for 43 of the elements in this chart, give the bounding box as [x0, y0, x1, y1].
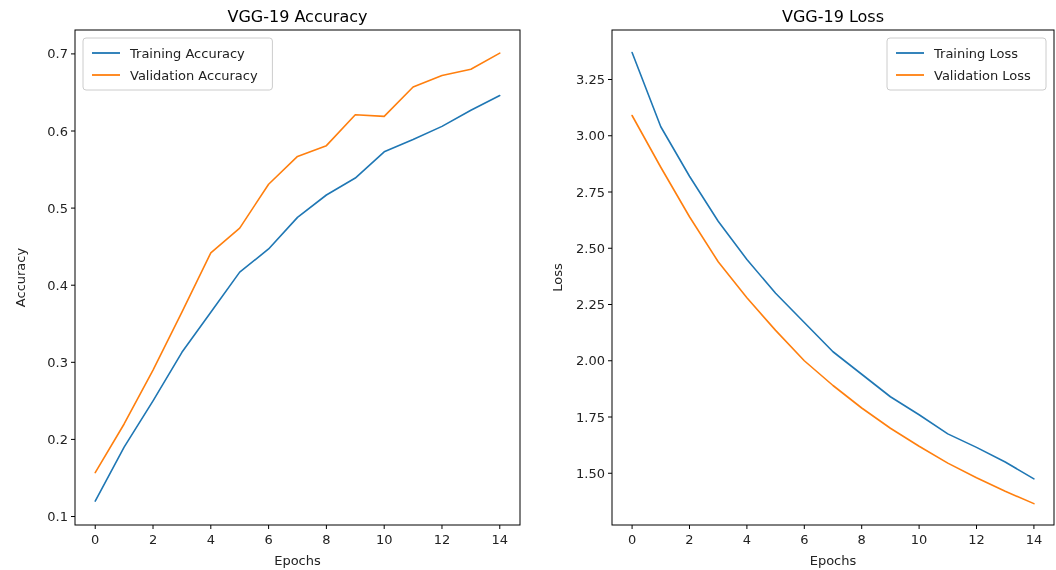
- y-tick-label: 1.75: [576, 409, 605, 425]
- y-tick-label: 0.4: [47, 277, 68, 293]
- x-axis-title: Epochs: [274, 553, 322, 568]
- x-tick-label: 10: [375, 532, 393, 547]
- y-tick-label: 0.2: [47, 431, 68, 447]
- y-tick-label: 0.3: [47, 354, 68, 370]
- y-tick-label: 0.7: [47, 46, 68, 62]
- y-tick-label: 1.50: [576, 465, 605, 481]
- y-tick-label: 2.50: [576, 240, 605, 256]
- x-tick-label: 2: [685, 532, 694, 547]
- legend-label: Validation Accuracy: [130, 68, 258, 83]
- line-series: [631, 114, 1035, 505]
- x-tick-label: 0: [91, 532, 100, 547]
- legend-label: Training Loss: [933, 46, 1019, 61]
- x-tick-label: 0: [627, 532, 637, 547]
- x-tick-label: 14: [491, 532, 509, 547]
- x-tick-label: 4: [206, 532, 215, 547]
- x-tick-label: 8: [322, 532, 331, 547]
- legend-label: Training Accuracy: [129, 46, 246, 61]
- y-tick-label: 0.5: [47, 200, 68, 216]
- y-tick-label: 2.25: [576, 297, 605, 312]
- x-axis-title: Epochs: [809, 553, 857, 568]
- y-tick-label: 0.6: [47, 123, 68, 139]
- chart-title: VGG-19 Accuracy: [227, 7, 368, 26]
- y-axis-title: Accuracy: [13, 247, 28, 308]
- y-tick-label: 3.25: [576, 72, 605, 87]
- legend-label: Validation Loss: [934, 68, 1032, 83]
- x-tick-label: 6: [264, 532, 273, 547]
- x-tick-label: 14: [1025, 532, 1043, 547]
- x-tick-label: 6: [800, 532, 809, 547]
- chart-title: VGG-19 Loss: [781, 7, 885, 26]
- y-axis-title: Loss: [550, 263, 565, 292]
- x-tick-label: 8: [857, 532, 866, 547]
- line-series: [94, 94, 501, 502]
- y-tick-label: 2.75: [576, 184, 605, 200]
- x-tick-label: 10: [910, 532, 928, 547]
- y-tick-label: 3.00: [576, 128, 605, 144]
- x-tick-label: 4: [742, 532, 752, 547]
- x-tick-label: 2: [148, 532, 158, 547]
- y-tick-label: 0.1: [47, 509, 68, 525]
- y-tick-label: 2.00: [576, 353, 605, 369]
- x-tick-label: 12: [433, 532, 451, 547]
- x-tick-label: 12: [968, 532, 985, 547]
